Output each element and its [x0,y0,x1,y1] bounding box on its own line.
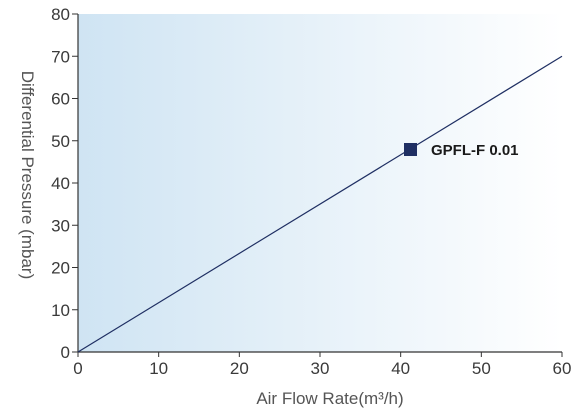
y-tick-label: 20 [51,259,70,278]
x-tick-label: 50 [472,359,491,378]
legend: GPFL-F 0.01 [404,142,519,159]
x-tick-label: 40 [391,359,410,378]
series-line [77,55,563,353]
y-tick-label: 60 [51,90,70,109]
x-tick-label: 20 [230,359,249,378]
y-axis-title: Differential Pressure (mbar) [18,71,37,279]
x-tick-label: 60 [553,359,572,378]
y-tick-label: 50 [51,132,70,151]
x-tick-label: 30 [311,359,330,378]
x-axis-title: Air Flow Rate(m³/h) [256,389,403,408]
x-tick-label: 0 [73,359,82,378]
y-tick-label: 80 [51,5,70,24]
y-tick-label: 70 [51,47,70,66]
x-tick-labels: 0 10 20 30 40 50 60 [73,352,571,378]
y-tick-label: 10 [51,301,70,320]
series-layer [77,55,563,353]
plot-background [78,14,562,352]
y-tick-label: 0 [61,343,70,362]
y-tick-label: 40 [51,174,70,193]
legend-swatch [404,143,417,156]
x-tick-label: 10 [149,359,168,378]
y-tick-labels: 0 10 20 30 40 50 60 70 80 [51,5,78,362]
legend-label: GPFL-F 0.01 [431,142,519,159]
y-tick-label: 30 [51,216,70,235]
